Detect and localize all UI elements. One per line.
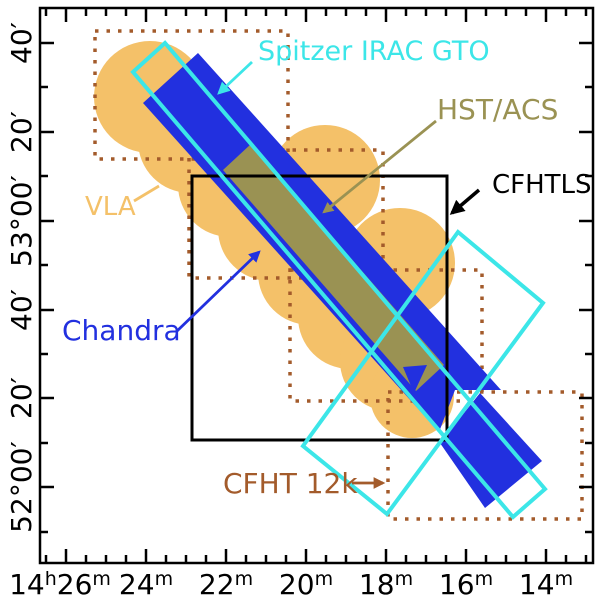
chandra-label: Chandra xyxy=(62,314,181,347)
x-tick-label-24m: 24m xyxy=(119,568,173,600)
vla-leader-line xyxy=(133,184,160,203)
x-axis-tick-labels: 14h26m 24m 22m 20m 18m 16m 14m xyxy=(9,568,573,600)
spitzer-leader-arrow xyxy=(217,60,253,95)
cfht12k-field-outline xyxy=(386,390,584,521)
x-tick-label-14m: 14m xyxy=(519,568,573,600)
plot-frame xyxy=(38,6,595,565)
x-tick-label-20m: 20m xyxy=(279,568,333,600)
spitzer-footprints xyxy=(130,40,548,520)
y-tick-label-5200: 52°00′ xyxy=(5,441,38,533)
annotation-labels: Spitzer IRAC GTO HST/ACS CFHTLS VLA Chan… xyxy=(62,36,592,500)
chandra-notch-wedge xyxy=(403,365,427,393)
cfht12k-label: CFHT 12k xyxy=(223,467,358,500)
hst-leader-arrow xyxy=(322,119,437,214)
spitzer-field-outline xyxy=(300,229,546,517)
spitzer-field-outline xyxy=(130,40,548,520)
vla-label: VLA xyxy=(85,192,136,222)
x-tick-label-22m: 22m xyxy=(199,568,253,600)
cfhtls-label: CFHTLS xyxy=(492,170,592,200)
cfhtls-leader-arrow xyxy=(449,188,481,215)
y-tick-label-5320: 20′ xyxy=(5,111,38,153)
y-tick-label-5300: 53°00′ xyxy=(5,175,38,267)
cfhtls-square-outline xyxy=(190,174,449,442)
hst-acs-label: HST/ACS xyxy=(437,93,558,126)
chandra-wedge-polygon xyxy=(403,365,427,393)
y-tick-label-5240: 40′ xyxy=(5,289,38,331)
cfht12k-footprints xyxy=(93,29,584,521)
chandra-strip-polygon xyxy=(440,393,542,508)
x-tick-label-18m: 18m xyxy=(359,568,413,600)
x-tick-label-16m: 16m xyxy=(439,568,493,600)
spitzer-label: Spitzer IRAC GTO xyxy=(258,36,490,67)
cfhtls-footprint xyxy=(190,174,449,442)
annotation-leaders xyxy=(133,60,481,489)
axis-ticks xyxy=(40,8,593,563)
y-axis-tick-labels: 40′ 20′ 53°00′ 40′ 20′ 52°00′ xyxy=(5,22,38,533)
y-tick-label-5340: 40′ xyxy=(5,22,38,64)
y-tick-label-5220: 20′ xyxy=(5,377,38,419)
cfht12k-field-outline xyxy=(93,29,290,161)
chandra-leader-arrow xyxy=(175,250,261,334)
x-tick-label-26m: 14h26m xyxy=(9,568,111,600)
